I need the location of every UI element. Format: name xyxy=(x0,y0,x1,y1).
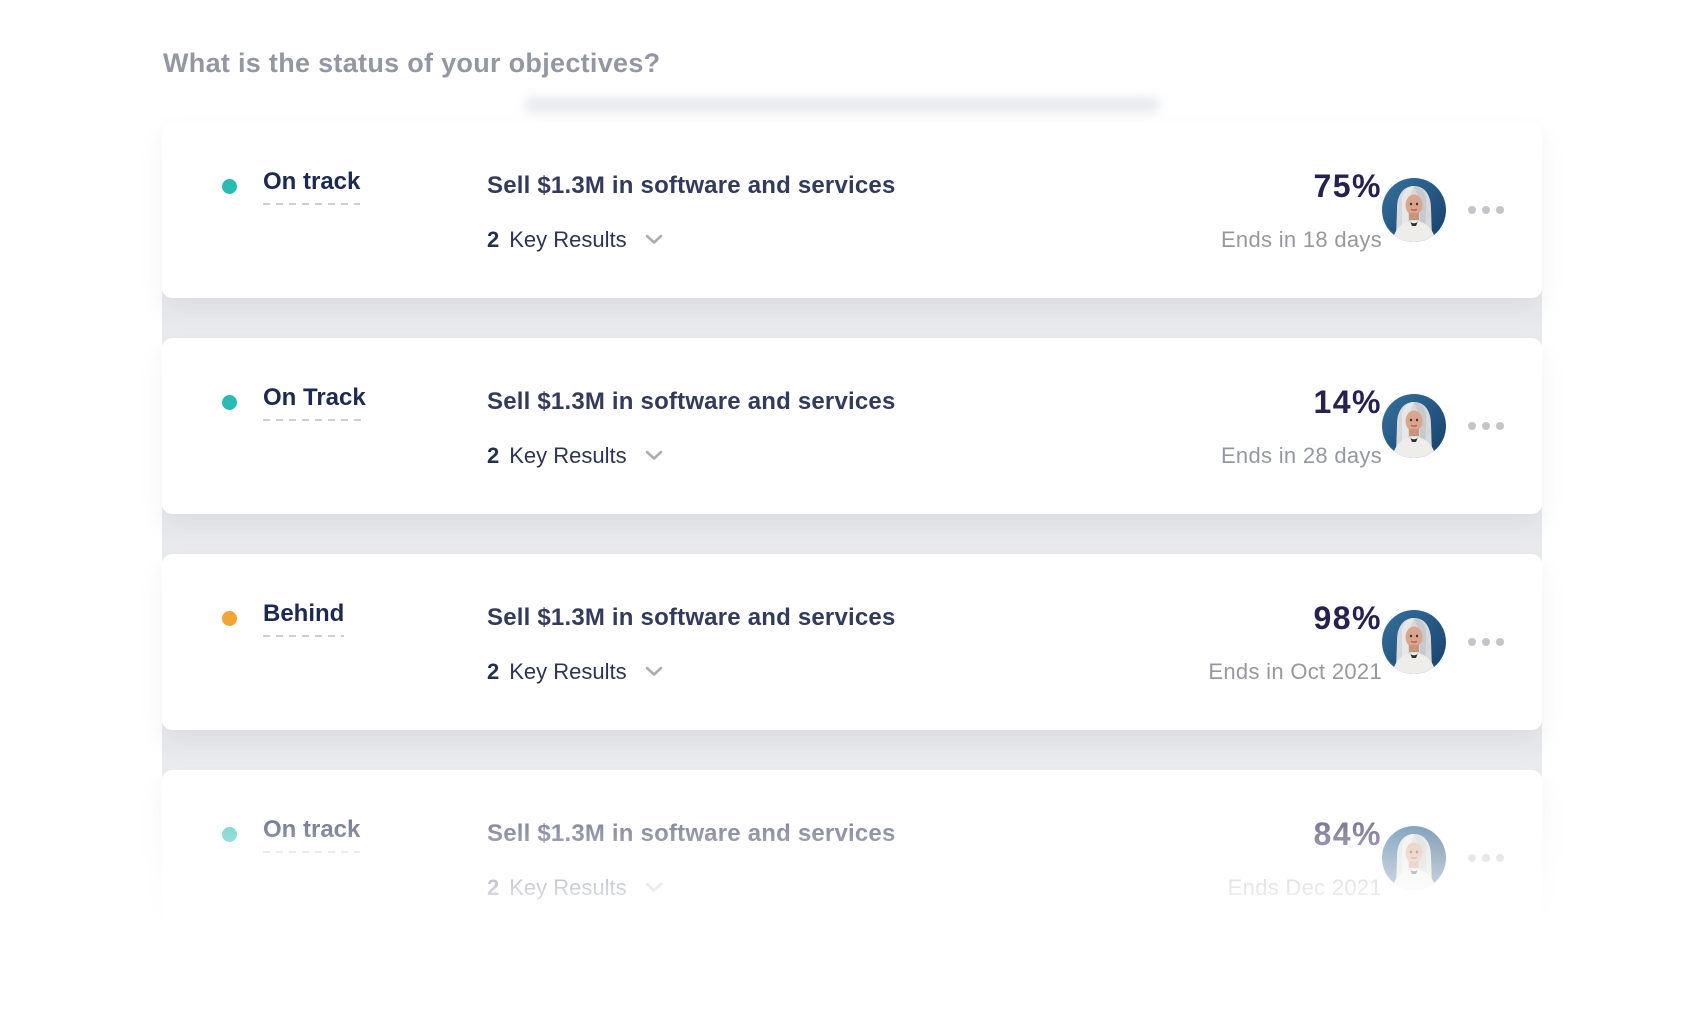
more-options-button[interactable] xyxy=(1466,632,1506,652)
key-results-toggle[interactable]: 2 Key Results xyxy=(487,875,1228,901)
background-smudge xyxy=(524,97,1160,113)
status: On track xyxy=(222,167,487,205)
key-results-toggle[interactable]: 2 Key Results xyxy=(487,659,1208,685)
objective-title: Sell $1.3M in software and services xyxy=(487,172,896,199)
objective-title: Sell $1.3M in software and services xyxy=(487,388,896,415)
key-results-label: Key Results xyxy=(509,658,627,684)
more-options-button[interactable] xyxy=(1466,200,1506,220)
status-label[interactable]: On track xyxy=(263,167,361,205)
progress-percent: 98% xyxy=(1313,599,1382,636)
status-label[interactable]: On Track xyxy=(263,383,366,421)
objective-title: Sell $1.3M in software and services xyxy=(487,820,896,847)
objectives-list: On track Sell $1.3M in software and serv… xyxy=(162,122,1542,946)
key-results-toggle[interactable]: 2 Key Results xyxy=(487,227,1221,253)
ends-label: Ends Dec 2021 xyxy=(1227,874,1382,900)
avatar[interactable] xyxy=(1382,826,1446,890)
avatar[interactable] xyxy=(1382,610,1446,674)
status-dot-icon xyxy=(222,394,237,410)
status: Behind xyxy=(222,599,487,637)
objective-card[interactable]: On track Sell $1.3M in software and serv… xyxy=(162,122,1542,298)
chevron-down-icon[interactable] xyxy=(645,450,663,461)
avatar[interactable] xyxy=(1382,178,1446,242)
more-options-button[interactable] xyxy=(1466,416,1506,436)
key-results-label: Key Results xyxy=(509,442,627,468)
key-results-count: 2 xyxy=(487,442,500,468)
chevron-down-icon[interactable] xyxy=(645,666,663,677)
key-results-count: 2 xyxy=(487,874,500,900)
ends-label: Ends in 28 days xyxy=(1220,442,1382,468)
objective-title: Sell $1.3M in software and services xyxy=(487,604,896,631)
objective-card[interactable]: Behind Sell $1.3M in software and servic… xyxy=(162,554,1542,730)
status: On Track xyxy=(222,383,487,421)
objective-card[interactable]: On track Sell $1.3M in software and serv… xyxy=(162,770,1542,946)
avatar[interactable] xyxy=(1382,394,1446,458)
progress-percent: 75% xyxy=(1313,167,1382,204)
key-results-count: 2 xyxy=(487,226,500,252)
ends-label: Ends in Oct 2021 xyxy=(1208,658,1382,684)
objective-card[interactable]: On Track Sell $1.3M in software and serv… xyxy=(162,338,1542,514)
status-dot-icon xyxy=(222,826,237,842)
chevron-down-icon[interactable] xyxy=(645,234,663,245)
key-results-label: Key Results xyxy=(509,226,627,252)
progress-percent: 14% xyxy=(1313,383,1382,420)
page-heading: What is the status of your objectives? xyxy=(163,48,661,78)
ends-label: Ends in 18 days xyxy=(1220,226,1382,252)
status-label[interactable]: Behind xyxy=(263,599,345,637)
progress-percent: 84% xyxy=(1313,815,1382,852)
status-dot-icon xyxy=(222,178,237,194)
key-results-count: 2 xyxy=(487,658,500,684)
status: On track xyxy=(222,815,487,853)
status-dot-icon xyxy=(222,610,237,626)
key-results-toggle[interactable]: 2 Key Results xyxy=(487,443,1221,469)
more-options-button[interactable] xyxy=(1466,848,1506,868)
status-label[interactable]: On track xyxy=(263,815,361,853)
key-results-label: Key Results xyxy=(509,874,627,900)
chevron-down-icon[interactable] xyxy=(645,882,663,893)
